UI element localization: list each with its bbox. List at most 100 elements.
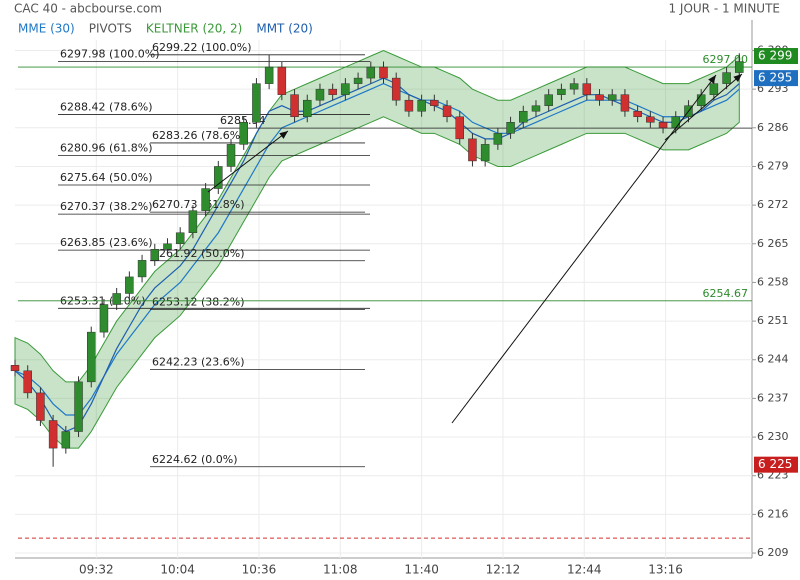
candle-body bbox=[379, 66, 388, 79]
candle-body bbox=[709, 83, 719, 95]
candle-body bbox=[506, 122, 515, 134]
price-tag-label: 6 299 bbox=[758, 49, 792, 63]
candle-body bbox=[341, 83, 350, 95]
candle-body bbox=[620, 94, 630, 112]
candle-body bbox=[239, 122, 248, 145]
candle-body bbox=[61, 431, 71, 449]
candle-body bbox=[544, 94, 553, 106]
x-tick-label: 10:04 bbox=[160, 563, 195, 577]
candle-body bbox=[99, 304, 109, 333]
candle-body bbox=[315, 88, 325, 101]
candle-body bbox=[150, 249, 160, 261]
candle-body bbox=[36, 392, 45, 421]
mme-line bbox=[14, 82, 740, 416]
y-tick-label: 6 286 bbox=[757, 121, 789, 134]
price-tag-label: 6 295 bbox=[758, 71, 792, 85]
fib-label: 6275.64 (50.0%) bbox=[60, 171, 153, 184]
candle-body bbox=[671, 116, 681, 129]
candle-body bbox=[290, 94, 299, 118]
x-tick-label: 13:16 bbox=[648, 563, 683, 577]
candle-body bbox=[188, 210, 198, 233]
candle-body bbox=[252, 83, 261, 123]
y-tick-label: 6 272 bbox=[757, 198, 789, 211]
x-tick-label: 11:40 bbox=[404, 563, 439, 577]
legend-item: KELTNER (20, 2) bbox=[146, 22, 242, 36]
trend-line bbox=[451, 74, 717, 424]
y-tick-label: 6 279 bbox=[757, 159, 789, 172]
x-tick-label: 10:36 bbox=[242, 563, 277, 577]
candle-body bbox=[582, 83, 592, 95]
price-tag bbox=[754, 456, 798, 473]
candle-body bbox=[214, 166, 223, 189]
y-tick-label: 6 265 bbox=[757, 237, 789, 250]
candle-body bbox=[10, 365, 20, 372]
arrow-head bbox=[708, 75, 716, 84]
y-tick-label: 6 244 bbox=[757, 353, 789, 366]
candle-body bbox=[404, 99, 414, 112]
y-tick-label: 6 216 bbox=[757, 507, 789, 520]
fib-label: 6288.42 (78.6%) bbox=[60, 100, 153, 113]
chart-subtitle: 1 JOUR - 1 MINUTE bbox=[668, 2, 780, 16]
y-tick-label: 6 251 bbox=[757, 314, 789, 327]
trend-line bbox=[207, 130, 289, 193]
fib-label: 6297.98 (100.0%) bbox=[60, 48, 160, 61]
candle-body bbox=[633, 110, 642, 118]
y-tick-label: 6 258 bbox=[757, 275, 789, 288]
candle-body bbox=[430, 99, 439, 106]
y-tick-label: 6 237 bbox=[757, 391, 789, 404]
legend-item: MME (30) bbox=[18, 22, 75, 36]
fib-label: 6224.62 (0.0%) bbox=[152, 453, 238, 466]
trend-line bbox=[664, 73, 743, 141]
candle-body bbox=[455, 116, 464, 140]
candle-body bbox=[137, 260, 147, 278]
candle-body bbox=[735, 61, 744, 73]
candle-body bbox=[480, 144, 490, 162]
candle-body bbox=[112, 293, 121, 305]
candle-body bbox=[519, 110, 528, 123]
fib-label: 6253.12 (38.2%) bbox=[152, 295, 245, 308]
price-tag-label: 6 225 bbox=[758, 457, 792, 471]
fib-label: 6270.37 (38.2%) bbox=[60, 200, 153, 213]
candle-body bbox=[328, 88, 337, 95]
y-tick-label: 6 230 bbox=[757, 430, 789, 443]
candle-body bbox=[391, 77, 401, 101]
candle-body bbox=[48, 420, 58, 449]
candle-body bbox=[646, 116, 655, 123]
candle-body bbox=[696, 94, 706, 106]
level-label: 6254.67 bbox=[703, 287, 749, 300]
candle-body bbox=[277, 66, 287, 95]
candle-body bbox=[303, 99, 312, 118]
candle-body bbox=[658, 122, 668, 129]
x-tick-label: 09:32 bbox=[79, 563, 114, 577]
candle-body bbox=[366, 66, 376, 79]
candle-body bbox=[86, 331, 96, 383]
candle-body bbox=[493, 133, 503, 145]
candle-body bbox=[23, 370, 32, 394]
legend-item: MMT (20) bbox=[256, 22, 312, 36]
candle-body bbox=[442, 105, 452, 118]
candle-body bbox=[201, 188, 210, 211]
fib-label: 6299.22 (100.0%) bbox=[152, 41, 252, 54]
arrow-head bbox=[733, 74, 742, 83]
price-tag bbox=[754, 70, 798, 87]
candle-body bbox=[569, 83, 579, 90]
candle-body bbox=[74, 381, 83, 432]
candle-body bbox=[417, 99, 426, 112]
fib-label: 6263.85 (23.6%) bbox=[60, 236, 153, 249]
candle-body bbox=[125, 276, 134, 294]
y-tick-label: 6 209 bbox=[757, 546, 789, 559]
candle-body bbox=[353, 77, 363, 84]
candle-body bbox=[226, 144, 236, 167]
fib-label: 6280.96 (61.8%) bbox=[60, 142, 153, 155]
x-tick-label: 12:44 bbox=[567, 563, 602, 577]
fib-label: 6261.92 (50.0%) bbox=[152, 247, 245, 260]
candle-body bbox=[264, 66, 274, 84]
candle-body bbox=[557, 88, 566, 95]
candle-body bbox=[468, 138, 477, 162]
mmt-line bbox=[14, 77, 740, 433]
candle-body bbox=[722, 72, 731, 84]
price-tag bbox=[754, 48, 798, 65]
candle-body bbox=[175, 232, 185, 245]
legend-item: PIVOTS bbox=[89, 22, 132, 36]
